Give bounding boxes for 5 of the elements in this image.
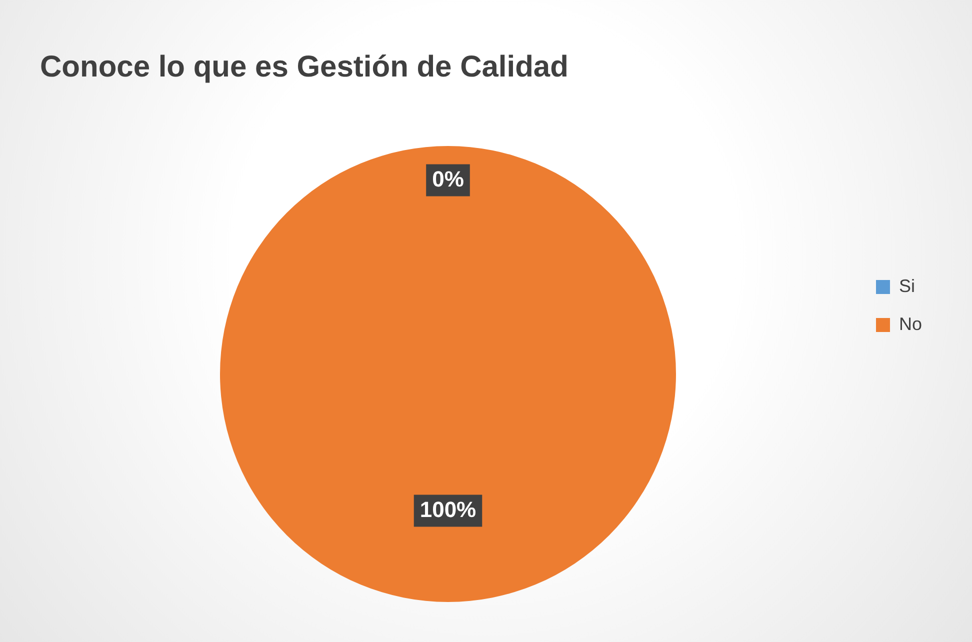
legend-label: Si [898,276,916,296]
legend-label: No [898,314,922,334]
text: 0% [432,166,464,192]
chart-title: Conoce lo que es Gestión de Calidad [40,50,568,84]
data-label: 100% [420,496,476,522]
